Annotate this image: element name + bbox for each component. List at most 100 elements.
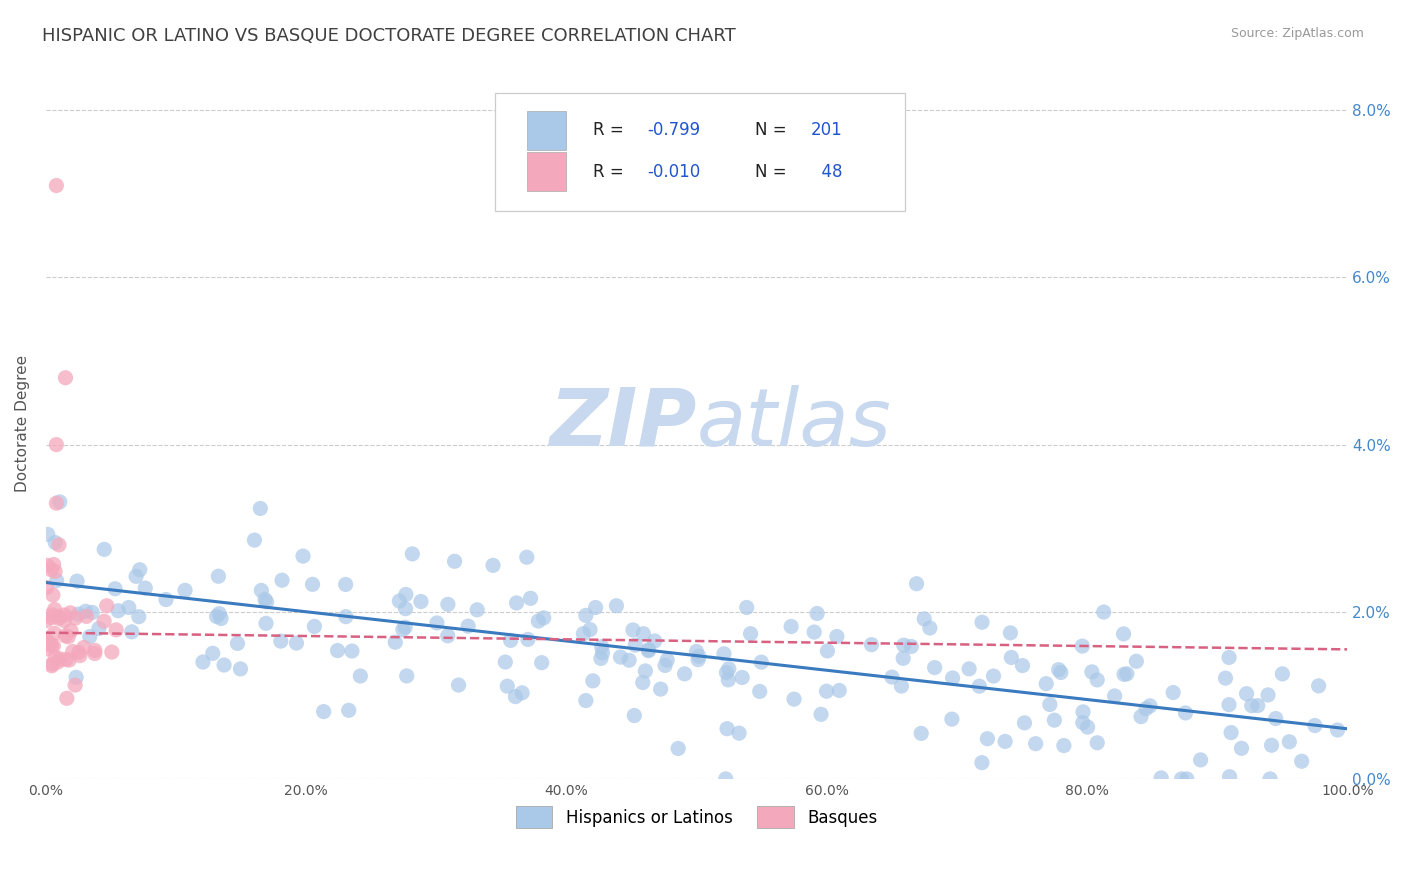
Point: [1125, 654, 1147, 668]
Point: [609, 650, 631, 665]
Point: [637, 642, 659, 657]
Point: [1000, 650, 1022, 665]
Point: [713, 647, 735, 661]
Point: [53, 607, 76, 622]
Point: [1025, 737, 1047, 751]
Point: [924, 660, 946, 674]
Point: [35, 581, 58, 595]
Point: [93, 614, 115, 628]
Point: [482, 558, 505, 573]
Point: [634, 664, 657, 678]
Point: [1053, 739, 1076, 753]
Point: [592, 646, 614, 660]
Point: [1014, 715, 1036, 730]
Point: [125, 569, 148, 583]
Point: [1264, 712, 1286, 726]
Point: [37, 527, 59, 541]
Point: [45, 496, 67, 510]
Point: [44, 535, 66, 549]
Point: [1240, 698, 1263, 713]
Point: [499, 633, 522, 648]
Point: [591, 640, 613, 654]
Point: [174, 583, 197, 598]
Point: [41, 610, 63, 624]
Point: [75, 604, 97, 618]
Point: [256, 595, 278, 609]
Point: [1104, 689, 1126, 703]
Point: [55, 370, 77, 384]
Point: [575, 693, 598, 707]
Point: [575, 608, 598, 623]
Point: [394, 620, 416, 634]
Point: [749, 655, 772, 669]
Point: [35, 632, 58, 647]
Point: [717, 673, 740, 687]
Point: [519, 591, 541, 606]
Point: [66, 574, 89, 588]
Point: [1218, 698, 1240, 712]
Point: [621, 623, 644, 637]
Point: [783, 692, 806, 706]
Point: [530, 656, 553, 670]
Point: [918, 621, 941, 635]
Point: [685, 644, 707, 658]
Point: [1150, 771, 1173, 785]
Point: [207, 569, 229, 583]
Point: [304, 619, 326, 633]
Point: [56, 691, 79, 706]
Point: [505, 596, 527, 610]
Point: [212, 658, 235, 673]
Point: [41, 657, 63, 672]
Point: [465, 603, 488, 617]
Point: [392, 623, 415, 637]
Point: [533, 611, 555, 625]
Point: [128, 609, 150, 624]
Point: [527, 614, 550, 628]
Point: [1174, 706, 1197, 720]
Point: [673, 666, 696, 681]
Point: [1271, 666, 1294, 681]
Point: [657, 653, 679, 667]
FancyBboxPatch shape: [495, 94, 905, 211]
Point: [312, 705, 335, 719]
Point: [735, 600, 758, 615]
Legend: Hispanics or Latinos, Basques: Hispanics or Latinos, Basques: [509, 800, 884, 835]
Point: [457, 619, 479, 633]
Point: [496, 679, 519, 693]
Point: [654, 658, 676, 673]
Point: [426, 615, 449, 630]
Point: [45, 437, 67, 451]
Point: [716, 722, 738, 736]
Point: [121, 624, 143, 639]
Text: -0.799: -0.799: [647, 121, 700, 139]
Point: [35, 636, 58, 650]
Point: [69, 648, 91, 663]
Point: [205, 609, 228, 624]
Point: [437, 598, 460, 612]
Point: [983, 669, 1005, 683]
Point: [79, 630, 101, 644]
Point: [301, 577, 323, 591]
Point: [825, 630, 848, 644]
Point: [42, 639, 65, 653]
Point: [55, 652, 77, 666]
Point: [1092, 605, 1115, 619]
Point: [191, 655, 214, 669]
Point: [46, 609, 69, 624]
Point: [572, 626, 595, 640]
Point: [67, 645, 90, 659]
Point: [96, 599, 118, 613]
Point: [101, 645, 124, 659]
Point: [605, 599, 627, 613]
Point: [270, 634, 292, 648]
Point: [617, 653, 640, 667]
Point: [510, 686, 533, 700]
Point: [1043, 713, 1066, 727]
Point: [53, 614, 76, 628]
Point: [1189, 753, 1212, 767]
Point: [443, 554, 465, 568]
Point: [1085, 736, 1108, 750]
Point: [910, 726, 932, 740]
Point: [44, 565, 66, 579]
Point: [349, 669, 371, 683]
